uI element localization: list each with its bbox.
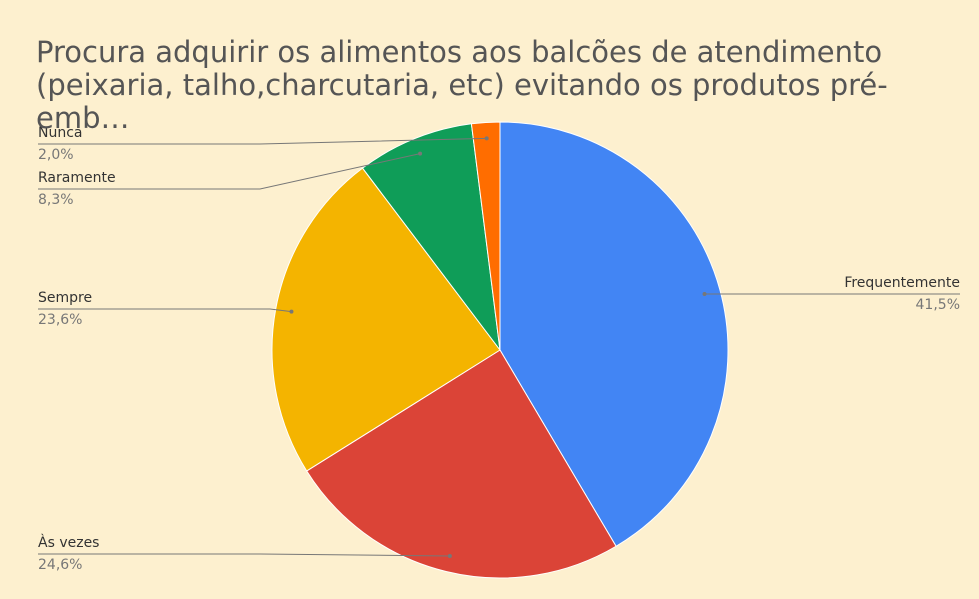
slice-label: Às vezes <box>38 534 99 551</box>
chart-title: Procura adquirir os alimentos aos balcõe… <box>36 35 888 135</box>
pie-slice <box>499 121 729 547</box>
slice-value: 41,5% <box>916 297 960 313</box>
slice-value: 8,3% <box>38 192 74 208</box>
leader-line <box>38 153 421 190</box>
slice-label: Sempre <box>38 290 92 306</box>
pie-slice <box>271 167 501 472</box>
leader-line <box>38 308 292 313</box>
leader-dot <box>447 554 452 559</box>
slice-value: 2,0% <box>38 147 74 163</box>
slice-label: Raramente <box>38 170 116 186</box>
slice-value: 24,6% <box>38 557 82 573</box>
pie-slice <box>306 349 617 579</box>
pie-slice <box>470 121 501 351</box>
leader-dot <box>484 136 489 141</box>
leader-line <box>38 137 487 145</box>
leader-dot <box>702 292 707 297</box>
leader-dot <box>418 151 423 156</box>
leader-dot <box>289 309 294 314</box>
leader-line <box>38 553 450 557</box>
slice-label: Nunca <box>38 125 83 141</box>
slice-label: Frequentemente <box>844 275 960 291</box>
slice-value: 23,6% <box>38 312 82 328</box>
